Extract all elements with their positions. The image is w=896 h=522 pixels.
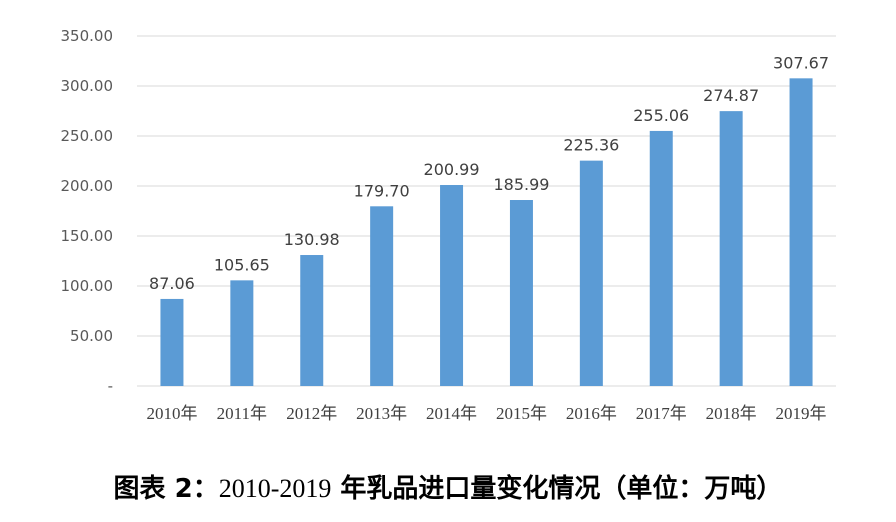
data-label: 87.06 bbox=[149, 274, 195, 293]
bar bbox=[160, 298, 184, 386]
data-label: 307.67 bbox=[773, 53, 829, 72]
y-tick-label: 150.00 bbox=[61, 227, 114, 245]
gridlines bbox=[137, 35, 836, 387]
bar-chart: - 50.00 100.00 150.00 200.00 250.00 300.00 350.… bbox=[61, 27, 836, 423]
y-tick-label: 250.00 bbox=[61, 127, 114, 145]
bar bbox=[509, 200, 533, 386]
figure-caption: 图表 2：2010-2019 年乳品进口量变化情况（单位：万吨） bbox=[0, 468, 896, 505]
caption-title: 年乳品进口量变化情况（单位：万吨） bbox=[331, 474, 783, 504]
data-label: 179.70 bbox=[354, 181, 410, 200]
x-axis-category-labels: 2010年 2011年 2012年 2013年 2014年 2015年 2016年 2017年… bbox=[146, 404, 826, 423]
bars bbox=[160, 78, 813, 386]
data-label: 274.87 bbox=[703, 86, 759, 105]
bar bbox=[370, 206, 394, 386]
caption-prefix: 图表 2： bbox=[113, 474, 219, 504]
caption-year-range: 2010-2019 bbox=[218, 474, 332, 503]
y-axis-tick-labels: - 50.00 100.00 150.00 200.00 250.00 300.00 350.… bbox=[61, 27, 114, 395]
x-category-label: 2019年 bbox=[776, 404, 827, 423]
bar bbox=[300, 255, 324, 386]
x-category-label: 2011年 bbox=[217, 404, 267, 423]
x-category-label: 2010年 bbox=[146, 404, 197, 423]
x-category-label: 2018年 bbox=[706, 404, 757, 423]
bar bbox=[789, 78, 813, 386]
data-label: 105.65 bbox=[214, 255, 270, 274]
y-tick-label: 200.00 bbox=[61, 177, 114, 195]
x-category-label: 2013年 bbox=[356, 404, 407, 423]
data-label: 225.36 bbox=[563, 136, 619, 155]
bar bbox=[649, 130, 673, 386]
y-tick-label: 50.00 bbox=[70, 327, 113, 345]
bar bbox=[719, 111, 743, 386]
x-category-label: 2012年 bbox=[286, 404, 337, 423]
data-label: 200.99 bbox=[424, 160, 480, 179]
x-category-label: 2015年 bbox=[496, 404, 547, 423]
y-tick-label: 100.00 bbox=[61, 277, 114, 295]
data-label: 130.98 bbox=[284, 230, 340, 249]
y-tick-label: 350.00 bbox=[61, 27, 114, 45]
y-tick-label: 300.00 bbox=[61, 77, 114, 95]
data-label: 185.99 bbox=[493, 175, 549, 194]
bar bbox=[230, 280, 254, 386]
bar bbox=[579, 160, 603, 386]
data-label: 255.06 bbox=[633, 106, 689, 125]
x-category-label: 2016年 bbox=[566, 404, 617, 423]
data-labels: 87.06 105.65 130.98 179.70 200.99 185.99 225.3… bbox=[149, 53, 829, 293]
x-category-label: 2014年 bbox=[426, 404, 477, 423]
x-category-label: 2017年 bbox=[636, 404, 687, 423]
bar bbox=[440, 185, 464, 386]
y-tick-label: - bbox=[108, 377, 113, 395]
